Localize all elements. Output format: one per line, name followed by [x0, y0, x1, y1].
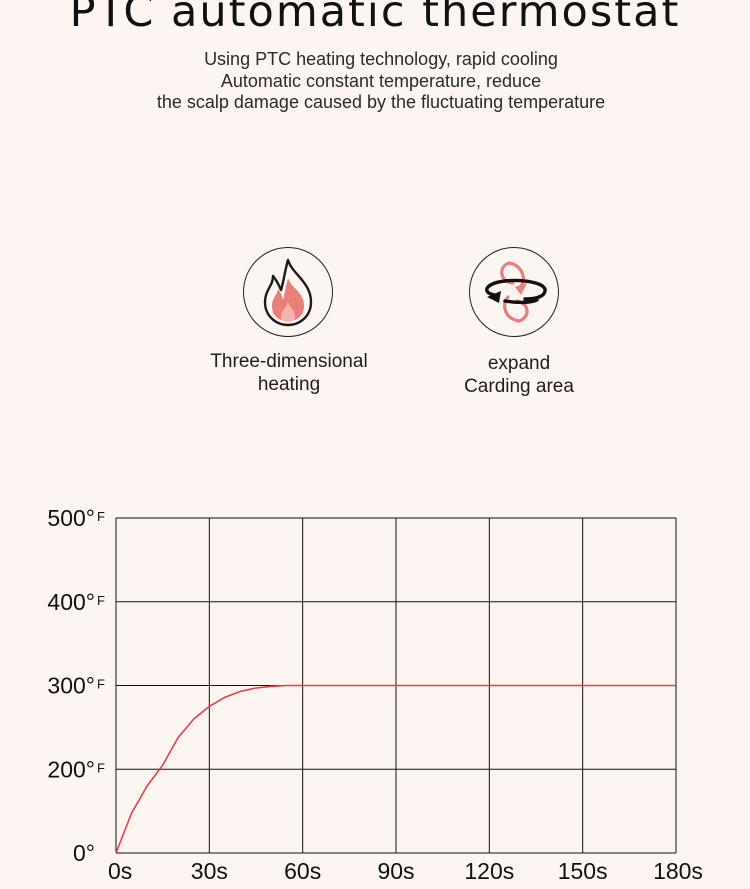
y-tick-label: 500° — [47, 505, 95, 531]
y-tick-label: 0° — [73, 840, 95, 866]
y-tick-label: 300° — [47, 673, 95, 699]
feature-label-line-2: Carding area — [464, 376, 574, 397]
subtitle-line-1: Using PTC heating technology, rapid cool… — [204, 49, 558, 69]
flame-icon — [263, 258, 313, 327]
x-tick-label: 60s — [284, 858, 321, 884]
y-tick-unit: F — [97, 593, 105, 608]
feature-icon-circle — [243, 247, 333, 337]
x-tick-label: 120s — [464, 858, 514, 884]
x-tick-label: 90s — [377, 858, 414, 884]
x-tick-label: 180s — [653, 858, 703, 884]
temperature-curve — [115, 684, 676, 854]
rotate-arrows-icon — [485, 261, 547, 323]
y-tick-label: 400° — [47, 589, 95, 615]
x-tick-label: 30s — [191, 858, 228, 884]
y-tick-unit: F — [97, 760, 105, 775]
feature-label-line-2: heating — [257, 374, 321, 395]
subtitle-line-2: Automatic constant temperature, reduce — [220, 71, 542, 91]
subtitle-line-3: the scalp damage caused by the fluctuati… — [156, 92, 606, 112]
feature-label-line-1: expand — [487, 353, 551, 374]
y-tick-label: 200° — [47, 756, 95, 782]
x-tick-label: 150s — [558, 858, 608, 884]
feature-icon-circle — [469, 247, 559, 337]
x-tick-label: 0s — [108, 858, 132, 884]
feature-label-line-1: Three-dimensional — [210, 351, 368, 372]
page-title: PTC automatic thermostat — [69, 0, 681, 37]
y-tick-unit: F — [97, 677, 105, 692]
y-tick-unit: F — [97, 509, 105, 524]
